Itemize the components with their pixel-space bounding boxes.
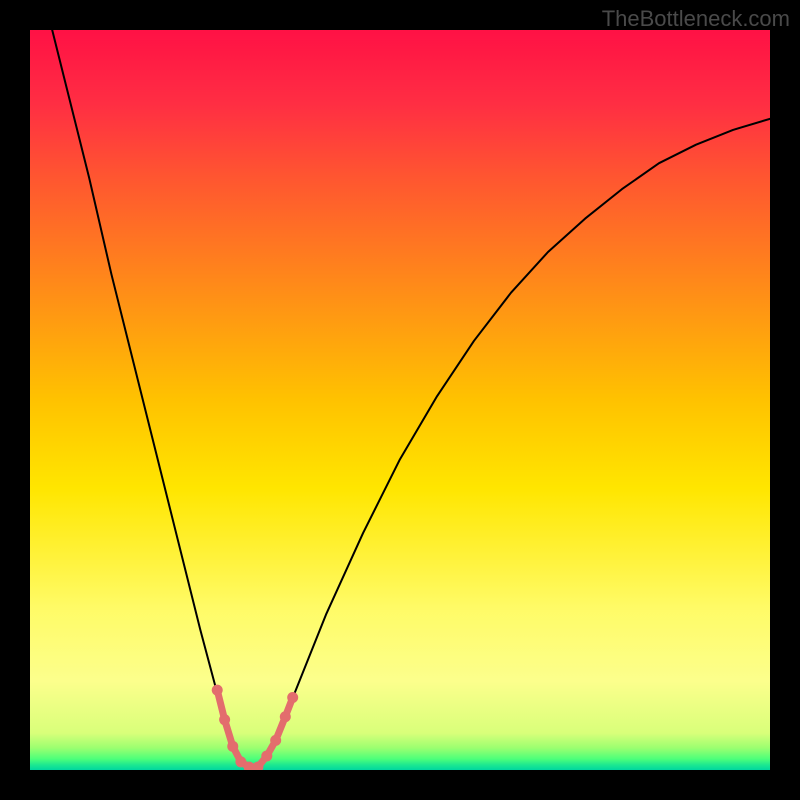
gradient-background — [30, 30, 770, 770]
plot-area — [30, 30, 770, 770]
watermark-text: TheBottleneck.com — [602, 6, 790, 32]
bottleneck-chart — [30, 30, 770, 770]
